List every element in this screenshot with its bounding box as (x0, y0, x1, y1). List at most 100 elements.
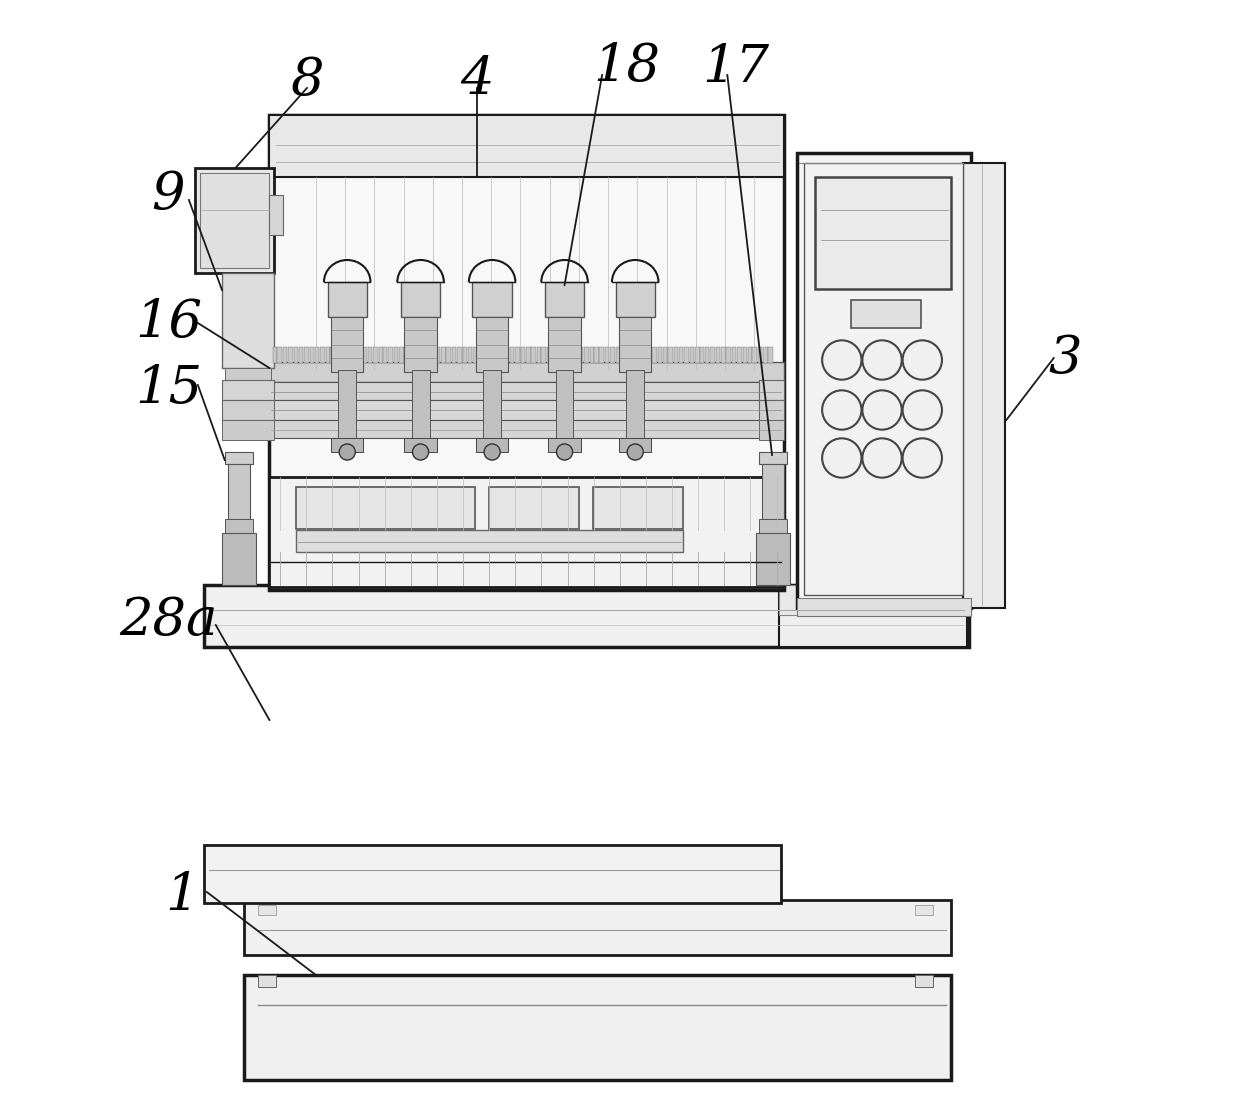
Text: 17: 17 (703, 41, 770, 92)
Text: 1: 1 (165, 869, 198, 920)
Bar (326, 347, 330, 363)
Bar (222, 273, 274, 368)
Bar (383, 347, 387, 363)
Text: 16: 16 (135, 297, 202, 348)
Bar (205, 845, 781, 903)
Bar (589, 347, 594, 363)
Bar (548, 317, 580, 372)
Bar (327, 282, 367, 317)
Bar (410, 347, 414, 363)
Bar (331, 317, 363, 372)
Bar (599, 347, 604, 363)
Bar (663, 347, 667, 363)
Bar (657, 347, 662, 363)
Bar (594, 347, 599, 363)
Bar (288, 347, 293, 363)
Bar (548, 438, 580, 452)
Bar (758, 347, 763, 363)
Bar (476, 317, 508, 372)
Bar (668, 347, 673, 363)
Bar (404, 347, 409, 363)
Bar (494, 347, 498, 363)
Bar (269, 400, 784, 420)
Bar (763, 464, 784, 519)
Bar (472, 282, 512, 317)
Circle shape (862, 390, 901, 429)
Bar (331, 438, 363, 452)
Bar (547, 347, 551, 363)
Bar (373, 347, 378, 363)
Bar (304, 347, 309, 363)
Circle shape (822, 340, 862, 379)
Bar (339, 370, 356, 445)
Bar (222, 533, 255, 586)
Bar (544, 282, 584, 317)
Circle shape (557, 444, 573, 460)
Bar (490, 487, 579, 529)
Bar (399, 347, 403, 363)
Circle shape (340, 444, 356, 460)
Bar (521, 347, 526, 363)
Bar (516, 347, 520, 363)
Bar (505, 347, 510, 363)
Bar (463, 347, 467, 363)
Bar (759, 400, 784, 420)
Text: 4: 4 (460, 54, 494, 105)
Bar (195, 167, 274, 273)
Bar (357, 347, 362, 363)
Circle shape (822, 390, 862, 429)
Bar (222, 400, 274, 420)
Circle shape (862, 340, 901, 379)
Bar (759, 380, 784, 400)
Bar (647, 347, 651, 363)
Bar (759, 420, 784, 440)
Text: 8: 8 (290, 54, 324, 105)
Bar (283, 347, 288, 363)
Bar (420, 347, 425, 363)
Circle shape (484, 444, 500, 460)
Bar (610, 347, 615, 363)
Circle shape (862, 438, 901, 478)
Bar (404, 438, 436, 452)
Bar (779, 586, 967, 647)
Bar (732, 347, 737, 363)
Bar (753, 347, 756, 363)
Bar (542, 347, 546, 363)
Bar (451, 347, 456, 363)
Bar (537, 347, 542, 363)
Bar (727, 347, 730, 363)
Bar (699, 347, 704, 363)
Bar (552, 347, 557, 363)
Bar (330, 347, 335, 363)
Bar (258, 975, 275, 987)
Bar (815, 177, 951, 289)
Bar (737, 347, 742, 363)
Bar (446, 347, 451, 363)
Bar (743, 347, 746, 363)
Bar (593, 487, 682, 529)
Bar (346, 347, 351, 363)
Bar (401, 282, 440, 317)
Text: 15: 15 (135, 363, 202, 414)
Bar (915, 975, 932, 987)
Bar (269, 477, 784, 587)
Bar (684, 347, 689, 363)
Bar (435, 347, 440, 363)
Bar (680, 347, 683, 363)
Bar (652, 347, 657, 363)
Bar (244, 901, 951, 955)
Bar (500, 347, 503, 363)
Bar (673, 347, 678, 363)
Bar (568, 347, 573, 363)
Bar (310, 347, 314, 363)
Bar (320, 347, 325, 363)
Bar (273, 347, 278, 363)
Bar (467, 347, 472, 363)
Bar (759, 519, 787, 533)
Bar (476, 438, 508, 452)
Bar (556, 370, 573, 445)
Bar (584, 347, 589, 363)
Text: 9: 9 (151, 170, 185, 221)
Bar (722, 347, 725, 363)
Bar (222, 420, 274, 440)
